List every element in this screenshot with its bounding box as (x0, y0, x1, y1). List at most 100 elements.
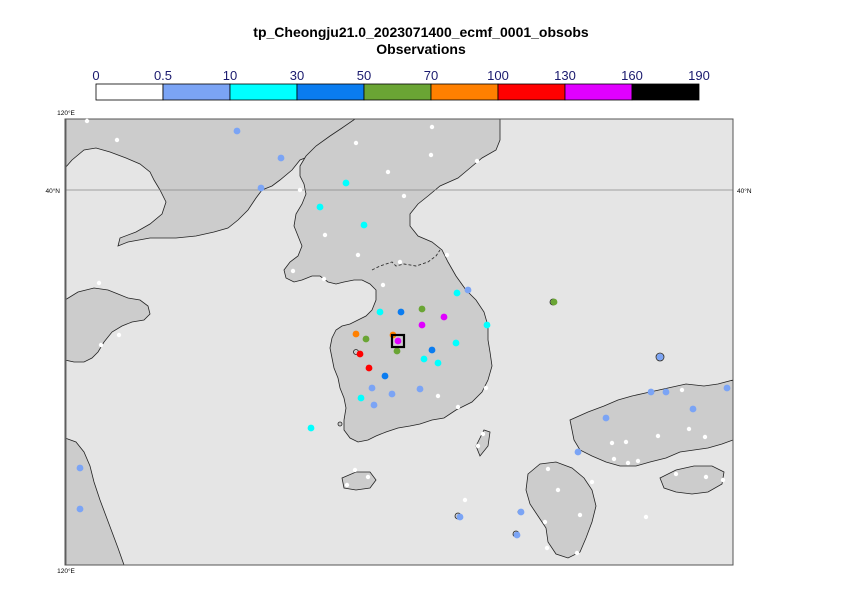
station-marker (453, 289, 461, 297)
station-marker (416, 385, 424, 393)
station-marker (655, 433, 661, 439)
station-marker (76, 464, 84, 472)
station-marker (686, 426, 692, 432)
station-marker (233, 127, 241, 135)
station-marker (397, 308, 405, 316)
station-marker (656, 353, 664, 361)
station-marker (555, 487, 561, 493)
station-marker (720, 477, 726, 483)
station-marker (542, 519, 548, 525)
station-marker (544, 545, 550, 551)
station-marker (397, 259, 403, 265)
station-marker (474, 158, 480, 164)
legend-tick-label: 30 (290, 68, 304, 83)
station-marker (577, 512, 583, 518)
legend-tick-label: 130 (554, 68, 576, 83)
station-marker (662, 388, 670, 396)
lat-label-right: 40°N (737, 187, 752, 195)
station-marker (480, 431, 486, 437)
station-marker (362, 335, 370, 343)
station-marker (673, 471, 679, 477)
color-legend: 0 0.5 10 30 50 70 100 130 160 190 (92, 68, 710, 101)
lon-label-top: 120°E (57, 109, 75, 117)
lat-label-left: 40°N (45, 187, 60, 195)
station-marker (307, 424, 315, 432)
station-marker (689, 405, 697, 413)
station-marker-cheongju (394, 337, 402, 345)
station-marker (647, 388, 655, 396)
station-marker (257, 184, 265, 192)
legend-tick-label: 50 (357, 68, 371, 83)
station-marker (545, 466, 551, 472)
land-kyushu (525, 461, 597, 559)
station-marker (589, 479, 595, 485)
station-marker (418, 321, 426, 329)
station-marker (360, 221, 368, 229)
station-marker (429, 124, 435, 130)
station-marker (434, 359, 442, 367)
station-marker (625, 460, 631, 466)
station-marker (370, 401, 378, 409)
station-marker (116, 332, 122, 338)
station-marker (393, 347, 401, 355)
station-marker (321, 276, 327, 282)
station-marker (277, 154, 285, 162)
land-liaoning (64, 118, 356, 247)
station-marker (316, 203, 324, 211)
station-marker (444, 252, 450, 258)
station-marker (609, 440, 615, 446)
station-marker (428, 152, 434, 158)
station-marker (98, 342, 104, 348)
station-marker (475, 443, 481, 449)
station-marker (365, 474, 371, 480)
legend-tick-label: 100 (487, 68, 509, 83)
legend-tick-label: 0 (92, 68, 99, 83)
cheongju-highlight-box (390, 333, 406, 349)
station-marker (342, 179, 350, 187)
legend-tick-label: 0.5 (154, 68, 172, 83)
station-marker (435, 393, 441, 399)
station-marker (703, 474, 709, 480)
station-marker (517, 508, 525, 516)
station-marker (96, 280, 102, 286)
station-marker (702, 434, 708, 440)
station-markers (76, 118, 731, 556)
station-marker (483, 321, 491, 329)
station-marker (513, 531, 521, 539)
map-frame (64, 118, 734, 566)
station-marker (456, 513, 464, 521)
legend-tick-label: 160 (621, 68, 643, 83)
station-marker (452, 339, 460, 347)
station-marker (388, 390, 396, 398)
station-marker (76, 505, 84, 513)
station-marker (611, 456, 617, 462)
station-marker (574, 448, 582, 456)
land-shandong (64, 287, 151, 363)
station-marker (623, 439, 629, 445)
station-marker (357, 394, 365, 402)
station-marker (723, 384, 731, 392)
station-marker (385, 169, 391, 175)
station-marker (352, 467, 358, 473)
station-marker (376, 308, 384, 316)
border-dmz (371, 249, 441, 271)
station-marker (483, 385, 489, 391)
legend-swatch (631, 83, 700, 101)
station-marker (679, 387, 685, 393)
station-marker (455, 404, 461, 410)
station-marker (297, 187, 303, 193)
legend-tick-label: 10 (223, 68, 237, 83)
legend-tick-label: 190 (688, 68, 710, 83)
legend-tick-label: 70 (424, 68, 438, 83)
station-marker (602, 414, 610, 422)
station-marker (418, 305, 426, 313)
station-marker (368, 384, 376, 392)
station-marker (643, 514, 649, 520)
station-marker (114, 137, 120, 143)
station-marker (401, 193, 407, 199)
station-marker (353, 140, 359, 146)
station-marker (344, 482, 350, 488)
station-marker (380, 282, 386, 288)
station-marker (322, 232, 328, 238)
